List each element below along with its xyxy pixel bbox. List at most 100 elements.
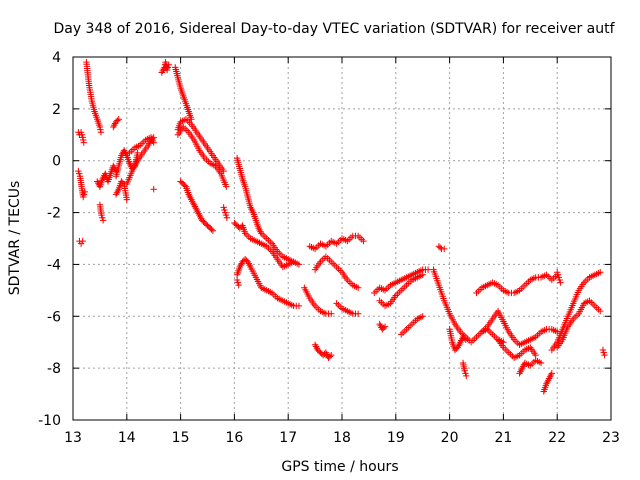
data-point <box>209 227 217 234</box>
x-tick-label: 13 <box>64 430 82 446</box>
series-trace-43 <box>554 269 564 286</box>
y-axis-ticks: -10 -8 -6 -4 -2 0 2 4 <box>38 50 611 429</box>
data-point <box>597 307 604 315</box>
series-trace-23 <box>301 284 335 317</box>
series-trace-36 <box>473 271 561 297</box>
data-point <box>97 128 105 136</box>
data-point <box>79 237 86 245</box>
x-tick-label: 14 <box>118 430 136 446</box>
data-point <box>557 279 564 286</box>
data-point <box>326 353 334 360</box>
data-point <box>150 186 157 193</box>
series-trace-1 <box>75 128 87 146</box>
data-point <box>424 266 432 273</box>
data-point <box>134 149 141 157</box>
data-point <box>419 313 426 320</box>
series-trace-34 <box>446 326 469 354</box>
series-trace-22 <box>233 276 242 289</box>
x-tick-label: 23 <box>602 430 620 446</box>
x-tick-label: 16 <box>225 430 243 446</box>
data-point <box>462 336 469 343</box>
y-tick-label: -4 <box>47 257 61 273</box>
series-trace-27 <box>333 300 362 317</box>
data-point <box>235 281 242 289</box>
series-trace-40 <box>540 370 556 395</box>
data-point <box>463 372 470 380</box>
data-point <box>165 61 172 68</box>
data-point <box>119 179 126 186</box>
series-trace-35 <box>459 359 470 380</box>
series-trace-25 <box>311 253 362 291</box>
data-point <box>181 182 188 189</box>
series-trace-33 <box>430 266 507 346</box>
y-tick-label: 4 <box>52 50 61 66</box>
y-tick-label: -6 <box>47 309 61 325</box>
series-trace-24 <box>306 232 367 253</box>
x-tick-label: 22 <box>548 430 566 446</box>
y-tick-label: 0 <box>52 154 61 170</box>
data-point <box>150 139 157 146</box>
series-trace-42 <box>554 297 604 351</box>
data-point <box>223 183 230 190</box>
series-trace-44 <box>599 346 608 359</box>
y-tick-label: -10 <box>38 413 61 429</box>
x-tick-label: 18 <box>333 430 351 446</box>
y-tick-label: -8 <box>47 361 61 377</box>
y-tick-label: 2 <box>52 102 61 118</box>
series-trace-3 <box>76 237 86 247</box>
series-trace-26 <box>311 341 335 361</box>
series-trace-17 <box>177 178 217 234</box>
data-point <box>80 139 87 146</box>
data-point <box>380 324 387 332</box>
data-point <box>295 302 303 310</box>
data-point <box>441 245 448 253</box>
data-point <box>360 237 367 245</box>
data-point <box>81 188 89 196</box>
x-tick-label: 17 <box>279 430 297 446</box>
data-point <box>537 359 545 367</box>
data-point <box>548 370 556 377</box>
series-trace-39 <box>516 357 545 377</box>
data-point <box>99 217 107 224</box>
data-point <box>328 310 335 317</box>
y-axis-title: SDTVAR / TECUs <box>7 181 23 296</box>
data-point <box>354 284 362 291</box>
x-tick-label: 15 <box>172 430 190 446</box>
series-trace-15 <box>174 116 227 175</box>
data-point <box>381 323 389 330</box>
series-trace-38 <box>494 336 539 361</box>
series-trace-31 <box>397 313 426 338</box>
x-axis-title: GPS time / hours <box>281 459 398 475</box>
series-trace-14 <box>172 64 195 123</box>
series-trace-37 <box>478 307 561 349</box>
series-trace-41 <box>548 269 604 354</box>
series-trace-29 <box>376 271 426 310</box>
data-point <box>123 196 130 203</box>
data-point <box>115 116 122 123</box>
data-point <box>295 261 303 268</box>
data-point <box>601 351 608 359</box>
data-point <box>436 244 444 251</box>
series-trace-6 <box>96 201 107 224</box>
data-point <box>208 226 215 233</box>
series-trace-4 <box>83 58 105 136</box>
series-trace-21 <box>233 256 303 310</box>
chart-title: Day 348 of 2016, Sidereal Day-to-day VTE… <box>53 21 615 37</box>
data-point <box>419 271 426 278</box>
series-trace-10 <box>123 134 157 188</box>
series-trace-2 <box>75 167 89 201</box>
x-tick-label: 21 <box>494 430 512 446</box>
series-trace-11 <box>126 134 157 157</box>
data-point <box>354 310 362 317</box>
y-tick-label: -2 <box>47 206 61 222</box>
x-axis-ticks: 13 14 15 16 17 18 19 20 21 22 23 <box>64 57 620 446</box>
data-point <box>597 269 604 276</box>
x-tick-label: 19 <box>387 430 405 446</box>
data-point <box>114 117 121 124</box>
x-tick-label: 20 <box>441 430 459 446</box>
series-trace-20 <box>231 219 297 271</box>
series-trace-12 <box>150 186 157 193</box>
series-trace-19 <box>233 154 303 268</box>
series-trace-30 <box>376 320 389 333</box>
